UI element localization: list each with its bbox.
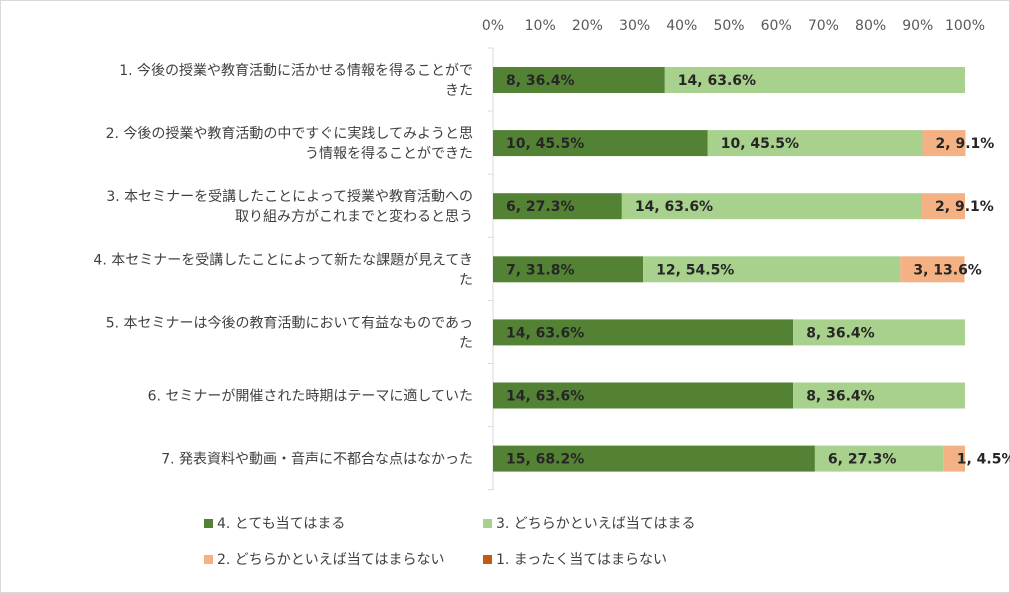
data-label: 14, 63.6% [506,325,584,341]
bar-segment [814,445,944,472]
data-label: 15, 68.2% [506,452,584,468]
data-label: 6, 27.3% [828,452,897,468]
x-tick-label: 10% [525,18,556,34]
x-tick-label: 70% [808,18,839,34]
category-label: 4. 本セミナーを受講したことによって新たな課題が見えてき [93,252,473,268]
data-label: 12, 54.5% [656,262,734,278]
x-tick-label: 60% [761,18,792,34]
data-label: 7, 31.8% [506,262,575,278]
bar-segment [493,256,644,283]
data-label: 1, 4.5% [957,452,1010,468]
bar-segment [643,256,901,283]
legend-swatch [483,555,492,564]
category-label: 5. 本セミナーは今後の教育活動において有益なものであっ [106,315,473,331]
data-label: 2, 9.1% [936,136,995,152]
category-label: 2. 今後の授業や教育活動の中ですぐに実践してみようと思 [106,126,473,142]
legend-swatch [204,519,213,528]
category-label: た [459,335,473,351]
data-label: 10, 45.5% [721,136,799,152]
x-tick-label: 100% [945,18,985,34]
data-label: 8, 36.4% [506,73,575,89]
legend-label: 4. とても当てはまる [217,516,345,532]
category-label: 取り組み方がこれまでと変わると思う [235,208,473,225]
x-tick-label: 20% [572,18,603,34]
legend-swatch [483,519,492,528]
x-tick-label: 0% [482,18,504,34]
bar-segment [943,445,965,472]
category-label: 1. 今後の授業や教育活動に活かせる情報を得ることがで [119,62,473,79]
bar-segment [922,130,966,157]
x-tick-label: 90% [902,18,933,34]
x-tick-label: 30% [619,18,650,34]
bar-segment [493,130,708,157]
bar-segment [493,319,794,346]
category-label: 3. 本セミナーを受講したことによって授業や教育活動への [106,189,473,205]
legend-swatch [204,555,213,564]
data-label: 2, 9.1% [935,199,994,215]
bar-segment [493,67,665,93]
bar-segment [793,319,965,346]
x-tick-label: 50% [713,18,744,34]
x-tick-label: 80% [855,18,886,34]
bar-segment [922,193,965,220]
category-label: きた [445,83,473,99]
category-label: た [459,272,473,288]
x-tick-label: 40% [666,18,697,34]
data-label: 14, 63.6% [506,389,584,405]
bar-segment [707,130,923,157]
bar-segment [793,382,965,409]
data-label: 14, 63.6% [635,199,713,215]
data-label: 8, 36.4% [806,389,875,405]
category-label: 6. セミナーが開催された時期はテーマに適していた [148,388,473,405]
category-label: う情報を得ることができた [305,145,473,162]
bar-segment [664,67,965,93]
legend-label: 2. どちらかといえば当てはまらない [217,552,445,568]
data-label: 8, 36.4% [806,325,875,341]
data-label: 6, 27.3% [506,199,575,215]
bar-segment [621,193,923,220]
bar-segment [493,193,622,220]
legend-label: 1. まったく当てはまらない [496,552,667,568]
data-label: 14, 63.6% [678,73,756,89]
bar-segment [493,445,815,472]
data-label: 10, 45.5% [506,136,584,152]
category-label: 7. 発表資料や動画・音声に不都合な点はなかった [161,451,473,468]
bar-segment [900,256,965,283]
bar-segment [493,382,794,409]
legend-label: 3. どちらかといえば当てはまる [496,516,696,532]
data-label: 3, 13.6% [913,262,982,278]
